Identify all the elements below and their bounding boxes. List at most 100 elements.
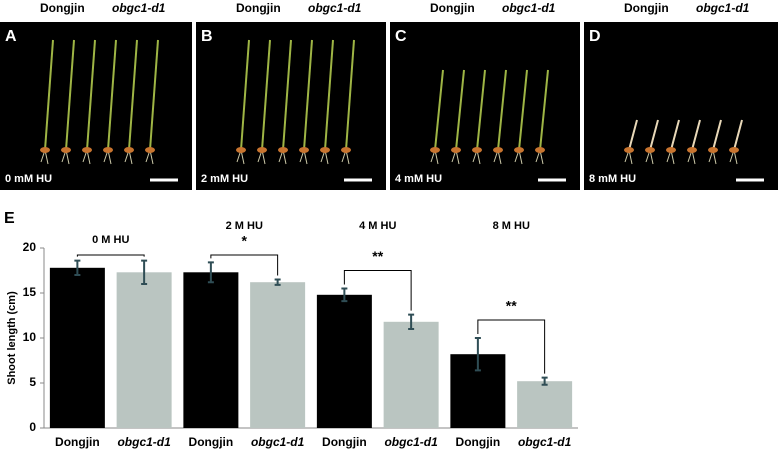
seedling xyxy=(282,39,292,151)
bar xyxy=(116,272,172,428)
seed xyxy=(40,147,50,153)
y-tick-label: 5 xyxy=(29,375,36,389)
photo xyxy=(584,22,778,190)
genotype-label: Dongjin xyxy=(430,1,475,15)
seedling xyxy=(65,39,75,151)
x-tick-label: obgc1-d1 xyxy=(518,435,572,449)
error-bar xyxy=(274,278,281,286)
significance: * xyxy=(242,233,248,249)
photo xyxy=(390,22,580,190)
seed xyxy=(535,147,545,153)
seedling xyxy=(303,39,313,151)
y-axis-label: Shoot length (cm) xyxy=(6,291,18,385)
panel-letter: E xyxy=(4,210,15,227)
bar xyxy=(250,282,306,428)
treatment-label: 4 mM HU xyxy=(395,173,442,185)
x-tick-label: obgc1-d1 xyxy=(251,435,305,449)
seed xyxy=(82,147,92,153)
error-bar xyxy=(541,376,548,386)
seedling xyxy=(44,39,54,151)
bracket xyxy=(477,319,546,374)
seed xyxy=(430,147,440,153)
error-bar xyxy=(474,337,481,372)
seedling xyxy=(324,39,334,151)
seed xyxy=(666,147,676,153)
seedling xyxy=(345,39,355,151)
error-bar xyxy=(141,259,148,285)
treatment-label: 0 mM HU xyxy=(5,173,52,185)
y-tick-label: 0 xyxy=(29,420,36,434)
bar xyxy=(316,294,372,428)
seed xyxy=(103,147,113,153)
group-label: 2 M HU xyxy=(226,220,263,232)
y-tick-label: 20 xyxy=(23,240,37,254)
x-tick-label: Dongjin xyxy=(322,435,367,449)
seed xyxy=(257,147,267,153)
error-bar xyxy=(341,287,348,303)
seedling xyxy=(149,39,159,151)
x-tick-label: Dongjin xyxy=(55,435,100,449)
seed xyxy=(624,147,634,153)
error-bar xyxy=(207,261,214,284)
seed xyxy=(124,147,134,153)
x-tick-label: obgc1-d1 xyxy=(384,435,438,449)
genotype-label: obgc1-d1 xyxy=(112,1,166,15)
treatment-label: 2 mM HU xyxy=(201,173,248,185)
bar xyxy=(49,267,105,428)
seedling xyxy=(455,69,465,151)
seed xyxy=(729,147,739,153)
panel-letter: C xyxy=(395,28,407,45)
group-label: 8 M HU xyxy=(493,220,530,232)
seedling xyxy=(476,69,486,151)
bracket xyxy=(76,254,145,257)
seed xyxy=(645,147,655,153)
panel-letter: A xyxy=(5,28,17,45)
seedling xyxy=(518,69,528,151)
seedling xyxy=(539,69,549,151)
panel-letter: B xyxy=(201,28,213,45)
seed xyxy=(451,147,461,153)
panel-letter: D xyxy=(589,28,601,45)
bracket xyxy=(343,270,412,311)
seed xyxy=(341,147,351,153)
seed xyxy=(145,147,155,153)
seedling xyxy=(107,39,117,151)
x-tick-label: obgc1-d1 xyxy=(117,435,171,449)
bar xyxy=(517,381,573,428)
genotype-label: Dongjin xyxy=(40,1,85,15)
genotype-label: obgc1-d1 xyxy=(308,1,362,15)
seedling xyxy=(128,39,138,151)
genotype-label: Dongjin xyxy=(236,1,281,15)
treatment-label: 8 mM HU xyxy=(589,173,636,185)
group-label: 4 M HU xyxy=(359,220,396,232)
genotype-label: obgc1-d1 xyxy=(696,1,750,15)
seed xyxy=(687,147,697,153)
x-tick-label: Dongjin xyxy=(189,435,234,449)
seed xyxy=(278,147,288,153)
seed xyxy=(472,147,482,153)
bracket xyxy=(210,254,279,276)
y-tick-label: 10 xyxy=(23,330,37,344)
seed xyxy=(299,147,309,153)
error-bar xyxy=(74,259,81,276)
significance: ** xyxy=(506,298,517,314)
significance: ** xyxy=(372,248,383,264)
seedling xyxy=(497,69,507,151)
seedling xyxy=(86,39,96,151)
seed xyxy=(61,147,71,153)
seedling xyxy=(240,39,250,151)
error-bar xyxy=(408,313,415,330)
seed xyxy=(493,147,503,153)
seed xyxy=(708,147,718,153)
group-label: 0 M HU xyxy=(92,234,129,246)
bar xyxy=(383,321,439,428)
photo xyxy=(0,22,192,190)
x-tick-label: Dongjin xyxy=(456,435,501,449)
bar xyxy=(183,272,239,428)
seedling xyxy=(434,69,444,151)
genotype-label: Dongjin xyxy=(624,1,669,15)
seed xyxy=(320,147,330,153)
seed xyxy=(514,147,524,153)
genotype-label: obgc1-d1 xyxy=(502,1,556,15)
